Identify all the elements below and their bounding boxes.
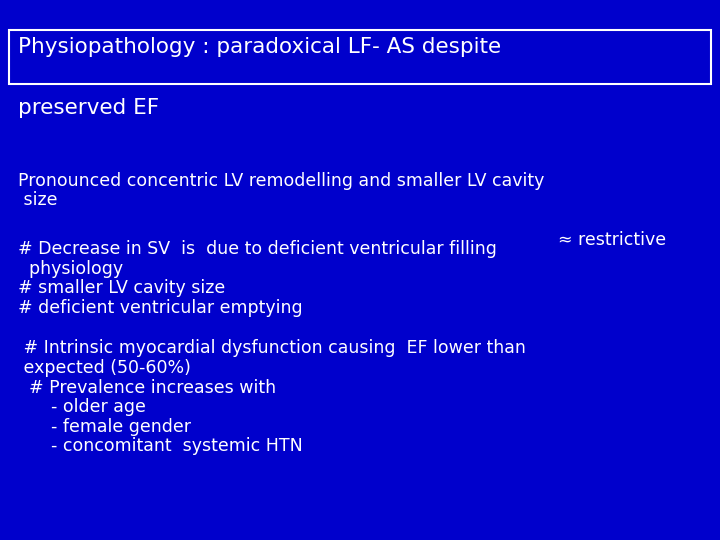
Text: # Decrease in SV  is  due to deficient ventricular filling: # Decrease in SV is due to deficient ven… [18,240,497,259]
Text: Physiopathology : paradoxical LF- AS despite: Physiopathology : paradoxical LF- AS des… [18,37,501,57]
Text: - older age: - older age [18,398,146,416]
Text: - female gender: - female gender [18,417,191,436]
Text: size: size [18,191,58,209]
Text: # Intrinsic myocardial dysfunction causing  EF lower than: # Intrinsic myocardial dysfunction causi… [18,339,526,357]
Text: preserved EF: preserved EF [18,98,159,118]
Text: Pronounced concentric LV remodelling and smaller LV cavity: Pronounced concentric LV remodelling and… [18,172,544,190]
Text: # deficient ventricular emptying: # deficient ventricular emptying [18,299,302,317]
Text: # smaller LV cavity size: # smaller LV cavity size [18,279,225,298]
Text: expected (50-60%): expected (50-60%) [18,359,191,377]
FancyBboxPatch shape [9,30,711,84]
Text: # Prevalence increases with: # Prevalence increases with [18,379,276,397]
Text: physiology: physiology [18,260,123,278]
Text: - concomitant  systemic HTN: - concomitant systemic HTN [18,437,302,455]
Text: ≈ restrictive: ≈ restrictive [558,231,666,249]
